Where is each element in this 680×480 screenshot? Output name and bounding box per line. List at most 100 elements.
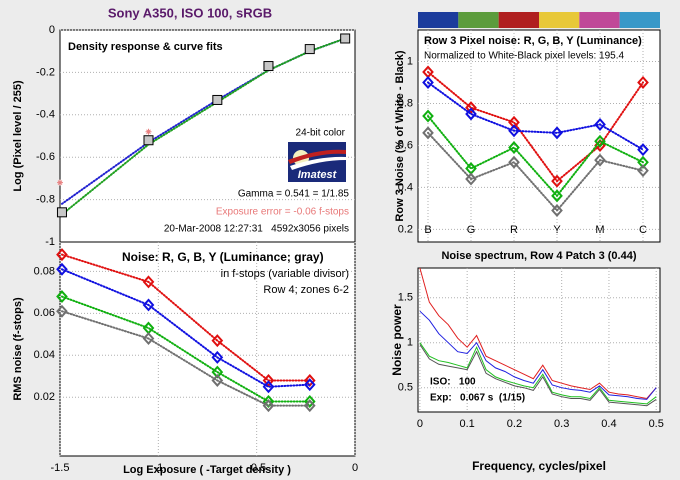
series-line <box>419 344 657 407</box>
series-line <box>60 295 311 403</box>
color-swatch <box>418 12 459 28</box>
y-tick-label: 0.04 <box>34 349 55 361</box>
point <box>637 75 649 89</box>
logo-stripe <box>288 149 346 164</box>
y-tick-label: 0.06 <box>34 307 55 319</box>
point <box>508 124 520 138</box>
annotation: 24-bit color <box>296 128 346 139</box>
point <box>637 164 649 178</box>
y-tick-label: 1 <box>407 337 413 349</box>
point <box>142 275 155 289</box>
point <box>551 189 563 203</box>
point <box>211 373 224 387</box>
y-tick-label: 0.02 <box>34 391 55 403</box>
y-tick-label: -0.2 <box>36 66 55 78</box>
point <box>637 155 649 169</box>
x-tick-label: B <box>424 224 431 236</box>
x-tick-label: C <box>639 224 647 236</box>
y-axis-label: Log (Pixel level / 255) <box>12 80 24 192</box>
point <box>594 153 606 167</box>
point <box>594 117 606 131</box>
point <box>263 61 274 72</box>
point <box>508 115 520 129</box>
x-tick-label: -1.5 <box>51 462 70 474</box>
x-tick-label: 0 <box>417 418 423 430</box>
chart-title: Noise spectrum, Row 4 Patch 3 (0.44) <box>441 250 636 262</box>
point <box>303 378 316 392</box>
logo: Imatest <box>288 142 346 182</box>
x-tick-label: 0.1 <box>460 418 475 430</box>
point <box>422 75 434 89</box>
x-tick-label: 0.3 <box>554 418 569 430</box>
chart-subtitle: Normalized to White-Black pixel levels: … <box>424 51 625 62</box>
point <box>340 33 351 44</box>
series-line <box>60 310 311 407</box>
series-line <box>60 268 311 388</box>
y-tick-label: -0.8 <box>36 194 55 206</box>
color-swatch <box>458 12 499 28</box>
point <box>551 204 563 218</box>
plot-area <box>59 241 356 457</box>
x-tick-label: R <box>510 224 518 236</box>
x-tick-label: G <box>467 224 476 236</box>
y-tick-label: 1.5 <box>398 292 413 304</box>
point <box>56 248 68 262</box>
y-axis-label: Row 3 Noise (% of White - Black) <box>394 50 406 221</box>
x-axis-label: Frequency, cycles/pixel <box>472 459 606 473</box>
point <box>262 399 275 413</box>
x-tick-label: 0.4 <box>601 418 616 430</box>
plots: 0 -0.2 -0.4 -0.6 -0.8 -1 0.2 0.4 0.6 0.8 1 B G R Y M C 0.… <box>34 12 664 474</box>
x-tick-label: 0.2 <box>507 418 522 430</box>
point <box>422 126 434 140</box>
y-tick-label: -0.6 <box>36 151 55 163</box>
point <box>637 143 649 157</box>
point <box>551 126 563 140</box>
series-line <box>419 310 657 400</box>
point <box>465 101 477 115</box>
color-swatch <box>619 12 660 28</box>
y-axis-label: RMS noise (f-stops) <box>12 297 24 401</box>
point <box>304 44 315 55</box>
series-line <box>427 70 644 183</box>
annotation: Row 4; zones 6-2 <box>263 284 349 296</box>
x-tick-label: -1 <box>153 462 163 474</box>
annotation: in f-stops (variable divisor) <box>221 268 349 280</box>
x-tick-label: 0 <box>352 462 358 474</box>
x-tick-label: Y <box>553 224 561 236</box>
series-line <box>60 37 347 216</box>
point <box>212 94 223 105</box>
point <box>262 373 275 387</box>
series-line <box>419 267 657 400</box>
point <box>465 107 477 121</box>
point <box>594 134 606 148</box>
y-tick-label: 0.8 <box>398 97 413 109</box>
point <box>56 304 68 318</box>
series-line <box>427 131 644 213</box>
annotation: 20-Mar-2008 12:27:31 4592x3056 pixels <box>164 224 349 235</box>
point <box>465 172 477 186</box>
annotation: ISO: 100 <box>430 377 476 388</box>
chart-title: Row 3 Pixel noise: R, G, B, Y (Luminance… <box>424 35 642 47</box>
x-axis-label: Log Exposure ( -Target density ) <box>123 464 291 476</box>
point <box>211 350 224 364</box>
series-line <box>427 115 644 198</box>
color-swatch <box>579 12 620 28</box>
point <box>508 155 520 169</box>
point <box>303 394 316 408</box>
y-tick-label: 0.5 <box>398 382 413 394</box>
logo-text: Imatest <box>298 169 338 181</box>
y-tick-label: 0.2 <box>398 223 413 235</box>
page-title: Sony A350, ISO 100, sRGB <box>108 5 272 20</box>
y-tick-label: 0.6 <box>398 139 413 151</box>
point <box>142 332 155 346</box>
point <box>211 365 224 379</box>
point <box>56 262 68 276</box>
plot-area <box>417 267 661 413</box>
annotation: Exp: 0.067 s (1/15) <box>430 393 525 404</box>
point <box>143 135 154 146</box>
logo-stripe <box>290 156 346 170</box>
series-line <box>427 81 644 151</box>
y-tick-label: -0.4 <box>36 109 55 121</box>
point <box>303 399 316 413</box>
point <box>142 298 155 312</box>
